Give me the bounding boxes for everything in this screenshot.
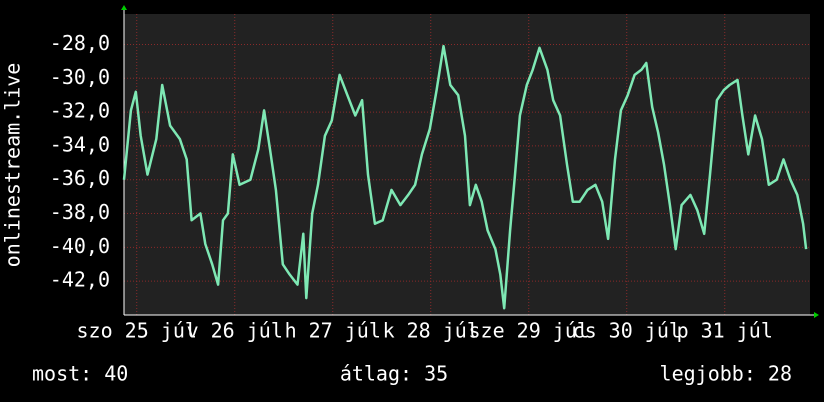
x-tick-label: p 31 júl [677,319,773,343]
x-axis-arrow [814,312,819,318]
x-tick-label: k 28 júl [383,319,479,343]
legend-best: legjobb: 28 [660,362,792,386]
y-axis-label: onlinestream.live [1,63,25,268]
x-tick-label: v 26 júl [187,319,283,343]
y-tick-label: -42,0 [50,268,110,292]
y-tick-label: -34,0 [50,132,110,156]
x-tick-label: sze 29 júl [469,319,589,343]
y-tick-label: -40,0 [50,234,110,258]
y-tick-label: -28,0 [50,31,110,55]
y-tick-label: -38,0 [50,200,110,224]
legend-average: átlag: 35 [340,362,448,386]
y-tick-label: -36,0 [50,166,110,190]
x-tick-label: szo 25 júl [77,319,197,343]
x-tick-label: h 27 júl [285,319,381,343]
y-tick-label: -32,0 [50,99,110,123]
legend-most: most: 40 [32,362,128,386]
y-tick-label: -30,0 [50,65,110,89]
y-axis-arrow [121,5,127,10]
data-line [122,44,808,310]
x-tick-label: cs 30 júl [573,319,681,343]
